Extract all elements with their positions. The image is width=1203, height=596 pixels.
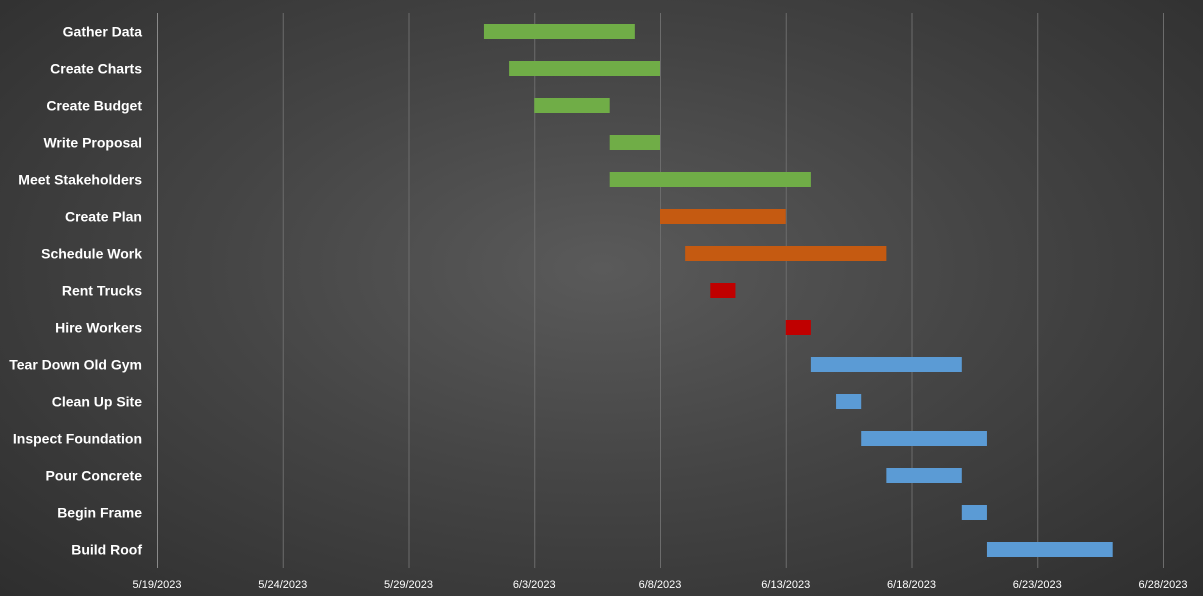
x-tick-label: 6/13/2023 <box>761 579 810 591</box>
task-bar <box>483 24 635 39</box>
task-label: Pour Concrete <box>46 468 143 484</box>
task-label: Inspect Foundation <box>13 431 142 447</box>
task-bar <box>986 542 1113 557</box>
task-bar <box>710 283 736 298</box>
task-labels: Gather Data Create Charts Create Budget Wri… <box>9 24 142 558</box>
task-bar <box>961 505 987 520</box>
x-tick-label: 6/23/2023 <box>1013 579 1062 591</box>
x-tick-label: 5/19/2023 <box>133 579 182 591</box>
x-tick-label: 6/3/2023 <box>513 579 556 591</box>
date-axis-labels: 5/19/2023 5/24/2023 5/29/2023 6/3/2023 6/8/2… <box>133 579 1188 591</box>
task-bar <box>534 98 610 113</box>
task-label: Hire Workers <box>55 320 142 336</box>
task-bar <box>836 394 862 409</box>
task-label: Create Plan <box>65 209 142 225</box>
x-tick-label: 5/24/2023 <box>258 579 307 591</box>
task-label: Clean Up Site <box>52 394 142 410</box>
task-label: Write Proposal <box>43 135 142 151</box>
x-tick-label: 6/8/2023 <box>639 579 682 591</box>
task-bar <box>886 468 962 483</box>
task-label: Create Budget <box>46 98 142 114</box>
task-bar <box>810 357 962 372</box>
task-label: Meet Stakeholders <box>18 172 142 188</box>
task-label: Gather Data <box>63 24 143 40</box>
task-label: Begin Frame <box>57 505 142 521</box>
task-bars <box>483 24 1113 557</box>
task-bar <box>660 209 786 224</box>
task-bar <box>609 172 811 187</box>
task-label: Schedule Work <box>41 246 142 262</box>
gridlines <box>157 13 1164 568</box>
task-label: Create Charts <box>50 61 142 77</box>
task-bar <box>785 320 811 335</box>
x-tick-label: 6/28/2023 <box>1139 579 1188 591</box>
task-bar <box>609 135 660 150</box>
task-bar <box>509 61 660 76</box>
task-bar <box>861 431 987 446</box>
task-label: Rent Trucks <box>62 283 142 299</box>
task-bar <box>685 246 887 261</box>
task-label: Build Roof <box>71 542 142 558</box>
task-label: Tear Down Old Gym <box>9 357 142 373</box>
x-tick-label: 5/29/2023 <box>384 579 433 591</box>
x-tick-label: 6/18/2023 <box>887 579 936 591</box>
